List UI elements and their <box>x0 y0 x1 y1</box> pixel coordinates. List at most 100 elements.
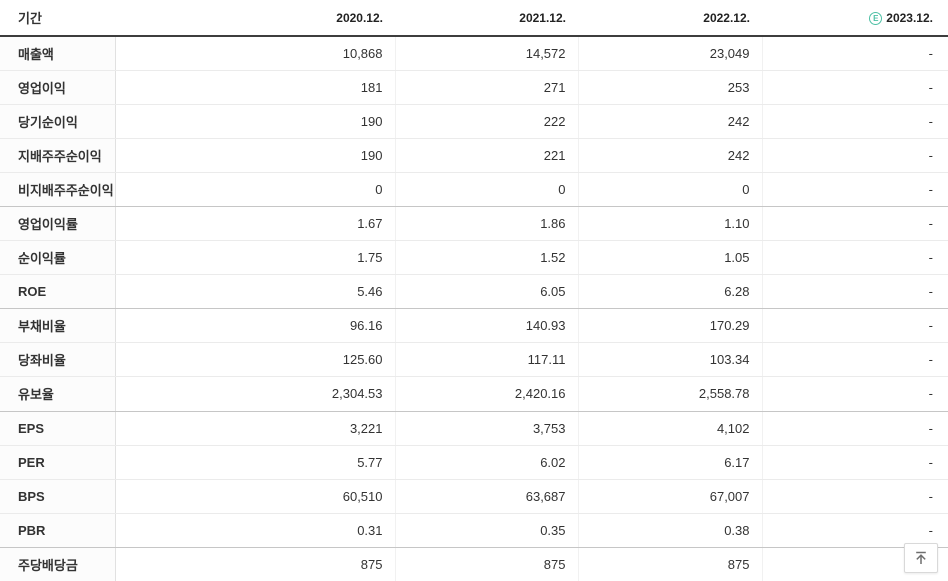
table-row: EPS 3,221 3,753 4,102- <box>0 411 948 446</box>
table-row: 지배주주순이익 190 221 242- <box>0 138 948 173</box>
cell-value: 2,420.16 <box>394 376 578 412</box>
cell-value: 103.34 <box>577 342 762 378</box>
row-label: 매출액 <box>0 36 116 71</box>
cell-value: 6.17 <box>577 445 762 480</box>
column-header-2023-12-label: 2023.12. <box>886 10 933 25</box>
row-label: 유보율 <box>0 376 116 412</box>
cell-value: - <box>761 513 948 548</box>
cell-value: - <box>761 240 948 276</box>
cell-value: 253 <box>577 70 762 105</box>
column-header-2021-12: 2021.12. <box>395 0 578 37</box>
table-row: 당기순이익 190 222 242- <box>0 104 948 139</box>
cell-value: 875 <box>115 547 395 581</box>
table-row: 순이익률 1.75 1.52 1.05- <box>0 240 948 276</box>
cell-value: - <box>761 376 948 412</box>
cell-value: - <box>761 411 948 446</box>
period-column-header: 기간 <box>0 0 115 37</box>
cell-value: 1.86 <box>394 206 578 242</box>
cell-value: 242 <box>577 104 762 139</box>
column-header-2023-12-estimate: E 2023.12. <box>762 0 948 37</box>
row-label: 비지배주주순이익 <box>0 172 116 207</box>
cell-value: 1.67 <box>115 206 395 242</box>
cell-value: - <box>761 342 948 378</box>
table-row: 유보율 2,304.53 2,420.16 2,558.78- <box>0 376 948 412</box>
table-row: 부채비율 96.16 140.93 170.29- <box>0 308 948 344</box>
cell-value: - <box>761 274 948 310</box>
arrow-up-to-bar-icon <box>913 550 929 566</box>
cell-value: 5.46 <box>115 274 395 310</box>
row-label: 영업이익률 <box>0 206 116 242</box>
scroll-to-top-button[interactable] <box>904 543 938 573</box>
cell-value: 4,102 <box>577 411 762 446</box>
cell-value: 63,687 <box>394 479 578 514</box>
cell-value: 125.60 <box>115 342 395 378</box>
cell-value: 10,868 <box>115 36 395 71</box>
cell-value: 242 <box>577 138 762 173</box>
cell-value: 170.29 <box>577 308 762 344</box>
cell-value: 271 <box>394 70 578 105</box>
cell-value: 1.75 <box>115 240 395 276</box>
cell-value: - <box>761 172 948 207</box>
cell-value: 875 <box>394 547 578 581</box>
cell-value: 1.05 <box>577 240 762 276</box>
row-label: 당기순이익 <box>0 104 116 139</box>
cell-value: 0 <box>394 172 578 207</box>
cell-value: 222 <box>394 104 578 139</box>
row-label: 순이익률 <box>0 240 116 276</box>
table-body: 매출액 10,868 14,572 23,049- 영업이익 181 271 253- 당기순이… <box>0 36 948 581</box>
cell-value: 67,007 <box>577 479 762 514</box>
cell-value: 5.77 <box>115 445 395 480</box>
cell-value: 190 <box>115 104 395 139</box>
cell-value: 2,304.53 <box>115 376 395 412</box>
cell-value: 0.38 <box>577 513 762 548</box>
cell-value: 0.35 <box>394 513 578 548</box>
cell-value: 2,558.78 <box>577 376 762 412</box>
row-label: BPS <box>0 479 116 514</box>
column-header-2020-12: 2020.12. <box>115 0 395 37</box>
cell-value: 0 <box>577 172 762 207</box>
row-label: 당좌비율 <box>0 342 116 378</box>
table-row: 영업이익 181 271 253- <box>0 70 948 105</box>
cell-value: 6.02 <box>394 445 578 480</box>
cell-value: 60,510 <box>115 479 395 514</box>
cell-value: 14,572 <box>394 36 578 71</box>
cell-value: 117.11 <box>394 342 578 378</box>
cell-value: - <box>761 104 948 139</box>
cell-value: 190 <box>115 138 395 173</box>
table-row: 영업이익률 1.67 1.86 1.10- <box>0 206 948 242</box>
table-row: BPS 60,510 63,687 67,007- <box>0 479 948 514</box>
cell-value: 221 <box>394 138 578 173</box>
table-row: 당좌비율 125.60 117.11 103.34- <box>0 342 948 378</box>
column-header-2022-12: 2022.12. <box>578 0 762 37</box>
cell-value: - <box>761 445 948 480</box>
cell-value: 96.16 <box>115 308 395 344</box>
cell-value: 140.93 <box>394 308 578 344</box>
table-row: 매출액 10,868 14,572 23,049- <box>0 36 948 71</box>
row-label: EPS <box>0 411 116 446</box>
cell-value: - <box>761 479 948 514</box>
table-row: PBR 0.31 0.35 0.38- <box>0 513 948 548</box>
row-label: PBR <box>0 513 116 548</box>
row-label: PER <box>0 445 116 480</box>
row-label: 지배주주순이익 <box>0 138 116 173</box>
row-label: 부채비율 <box>0 308 116 344</box>
cell-value: 3,753 <box>394 411 578 446</box>
cell-value: - <box>761 206 948 242</box>
table-row: PER 5.77 6.02 6.17- <box>0 445 948 480</box>
table-row: 비지배주주순이익 0 0 0- <box>0 172 948 207</box>
cell-value: 0 <box>115 172 395 207</box>
cell-value: 3,221 <box>115 411 395 446</box>
table-row: ROE 5.46 6.05 6.28- <box>0 274 948 310</box>
row-label: 영업이익 <box>0 70 116 105</box>
row-label: 주당배당금 <box>0 547 116 581</box>
cell-value: 181 <box>115 70 395 105</box>
header-row: 기간 2020.12. 2021.12. 2022.12. E 2023.12. <box>0 0 948 37</box>
cell-value: 6.28 <box>577 274 762 310</box>
estimate-icon: E <box>869 11 883 25</box>
cell-value: - <box>761 308 948 344</box>
cell-value: - <box>761 36 948 71</box>
cell-value: - <box>761 138 948 173</box>
cell-value: - <box>761 70 948 105</box>
